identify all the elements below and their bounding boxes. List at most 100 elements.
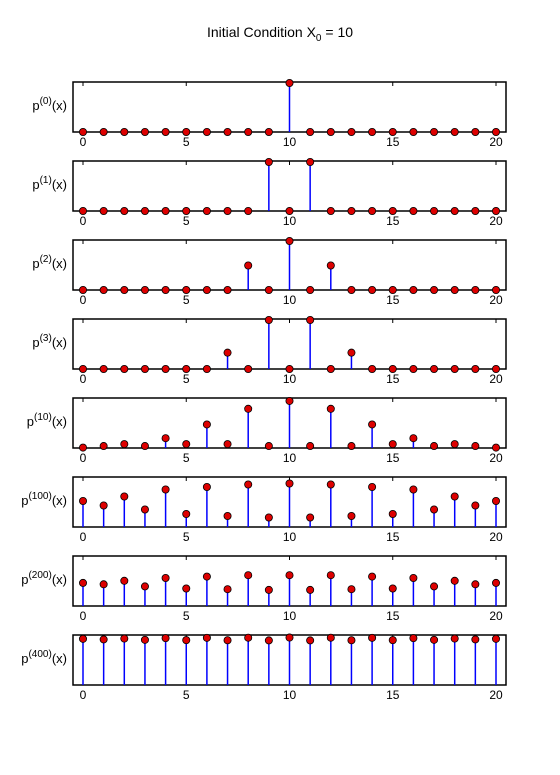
x-tick-label: 0 [80,293,87,307]
stem-marker [140,285,149,294]
stem-marker [471,442,480,451]
x-tick-label: 15 [386,609,400,623]
stem-marker [223,636,232,645]
stem-marker [409,364,418,373]
stem-marker [326,571,335,580]
stem-marker [285,479,294,488]
stem-marker [368,364,377,373]
stem-marker [388,364,397,373]
stem-marker [244,206,253,215]
stem-marker [430,442,439,451]
y-label-suffix: (x) [52,414,67,429]
y-label-suffix: (x) [52,651,67,666]
title-suffix: = 10 [321,24,354,40]
stem-marker [430,635,439,644]
x-tick-label: 5 [183,214,190,228]
stem-marker [388,285,397,294]
stem-marker [388,206,397,215]
stem-marker [182,584,191,593]
stem-marker [430,285,439,294]
x-tick-label: 5 [183,135,190,149]
stem-marker [161,574,170,583]
stem-marker [450,285,459,294]
stem-marker [264,636,273,645]
stem-marker [409,434,418,443]
stem-marker [306,513,315,522]
x-tick-label: 20 [489,688,503,702]
stem-marker [79,634,88,643]
x-tick-label: 5 [183,609,190,623]
y-label-base: p [21,493,28,508]
stem-marker [285,571,294,580]
y-label-superscript: (1) [40,175,52,186]
panel-4: p(10)(x) 0 5 10 15 20 [27,396,507,465]
stem-marker [79,364,88,373]
x-tick-label: 0 [80,135,87,149]
stem-marker [491,364,500,373]
stem-marker [409,285,418,294]
stem-marker [306,636,315,645]
stem-marker [491,578,500,587]
stem-marker [99,285,108,294]
stem-marker [182,440,191,449]
stem-marker [347,285,356,294]
x-tick-label: 20 [489,372,503,386]
stem-marker [79,443,88,452]
x-tick-label: 20 [489,293,503,307]
stem-marker [471,127,480,136]
stem-marker [285,633,294,642]
x-tick-label: 20 [489,530,503,544]
x-tick-label: 20 [489,214,503,228]
stem-marker [79,206,88,215]
stem-marker [388,636,397,645]
stem-marker [430,206,439,215]
x-tick-label: 20 [489,609,503,623]
stem-marker [471,206,480,215]
stem-marker [430,505,439,514]
stem-marker [182,127,191,136]
stem-marker [120,364,129,373]
y-label-base: p [21,651,28,666]
stem-marker [140,206,149,215]
stem-marker [99,442,108,451]
stem-marker [368,206,377,215]
stem-marker [120,576,129,585]
y-label-suffix: (x) [52,493,67,508]
stem-marker [430,582,439,591]
y-label-superscript: (10) [34,412,52,423]
title-text: Initial Condition X [206,24,316,40]
stem-marker [306,315,315,324]
stem-marker [182,509,191,518]
stem-marker [223,285,232,294]
stem-marker [223,440,232,449]
stem-marker [368,127,377,136]
stem-marker [223,585,232,594]
x-tick-label: 15 [386,451,400,465]
stem-marker [491,127,500,136]
stem-marker [244,127,253,136]
stem-marker [223,206,232,215]
x-tick-label: 10 [283,135,297,149]
x-tick-label: 15 [386,135,400,149]
stem-marker [450,634,459,643]
stem-marker [409,574,418,583]
stem-marker [140,635,149,644]
x-tick-label: 15 [386,214,400,228]
x-tick-label: 15 [386,372,400,386]
x-tick-label: 0 [80,530,87,544]
stem-marker [244,480,253,489]
stem-marker [202,420,211,429]
x-tick-label: 15 [386,293,400,307]
x-tick-label: 20 [489,451,503,465]
stem-marker [347,442,356,451]
y-axis-label: p(10)(x) [27,412,67,429]
y-label-base: p [32,256,39,271]
stem-marker [223,348,232,357]
stem-marker [202,285,211,294]
stem-marker [491,496,500,505]
stem-marker [140,127,149,136]
y-label-suffix: (x) [52,572,67,587]
x-tick-label: 0 [80,451,87,465]
stem-marker [120,127,129,136]
stem-marker [491,206,500,215]
